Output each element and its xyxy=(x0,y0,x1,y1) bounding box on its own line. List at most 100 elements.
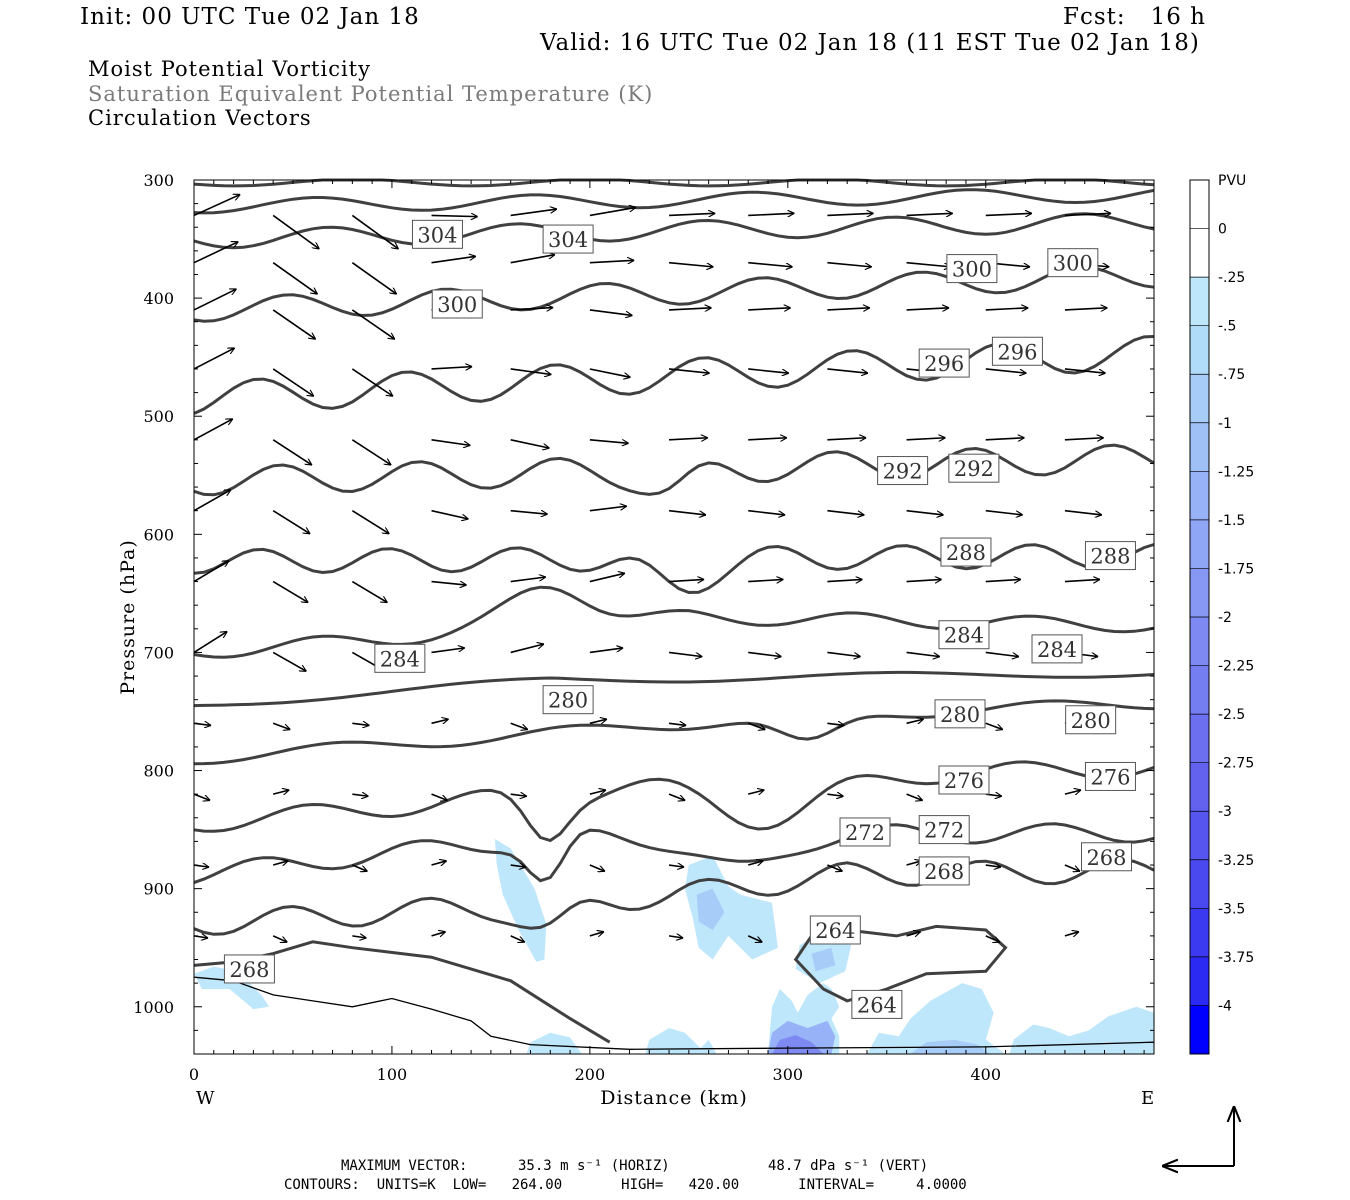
colorbar-bin xyxy=(1190,422,1209,472)
contour-label: 264 xyxy=(857,993,897,1017)
vector-arrow xyxy=(510,509,548,514)
vector-arrow xyxy=(1064,368,1106,373)
contour-label-box xyxy=(938,765,990,795)
terrain-line xyxy=(193,976,1155,1050)
colorbar-bin xyxy=(1190,374,1209,424)
contour-label: 268 xyxy=(229,958,269,982)
pv-region xyxy=(645,1028,717,1054)
vector-arrow xyxy=(827,368,868,373)
contour-labels: 304 304 300 300 300 296 296 292 292 288 288 284 284 2… xyxy=(223,219,1136,1019)
vector-arrow xyxy=(351,309,395,339)
contour-label-box xyxy=(918,815,970,845)
x-tick-label: 100 xyxy=(377,1065,408,1084)
vector-arrow xyxy=(827,509,864,515)
vector-arrow xyxy=(669,438,708,440)
vector-arrow xyxy=(193,559,229,583)
pv-region xyxy=(684,855,778,960)
theta-es-contour xyxy=(193,212,1155,250)
contour-label: 284 xyxy=(1037,638,1077,662)
vector-arrow xyxy=(351,439,391,465)
theta-es-contour xyxy=(193,670,1155,708)
contour-label-box xyxy=(1080,842,1132,872)
vector-arrow xyxy=(431,861,447,865)
vector-arrow xyxy=(431,509,469,519)
vector-arrow xyxy=(193,194,240,217)
colorbar-tick-label: -4 xyxy=(1218,998,1232,1014)
contour-label: 280 xyxy=(940,703,980,727)
vector-arrow xyxy=(668,651,702,656)
vector-arrow xyxy=(827,651,860,656)
contour-label: 300 xyxy=(1053,252,1093,276)
y-axis-label: Pressure (hPa) xyxy=(117,539,139,695)
vector-arrow xyxy=(906,793,923,800)
contour-label-box xyxy=(938,620,990,650)
axis-ticks: 300 400 500 600 700 800 900 1000 0 100 200 300 400 xyxy=(133,171,1154,1084)
vector-arrow xyxy=(748,308,791,310)
vector-arrow xyxy=(510,722,528,729)
vector-arrow xyxy=(352,864,367,871)
vector-arrow xyxy=(827,794,843,796)
vector-arrow xyxy=(589,573,625,583)
contour-label-box xyxy=(1047,248,1099,278)
theta-es-contour xyxy=(193,188,1155,215)
contour-label: 268 xyxy=(924,860,964,884)
vector-arrow xyxy=(747,722,765,729)
vector-arrow xyxy=(431,215,478,216)
vector-arrow xyxy=(985,308,1029,310)
theta-es-contour xyxy=(193,443,1155,497)
x-tick-label: 0 xyxy=(189,1065,199,1084)
vector-arrow xyxy=(351,262,396,295)
vector-arrow xyxy=(510,209,557,217)
vector-arrow xyxy=(272,439,312,465)
vector-arrow xyxy=(510,794,527,796)
colorbar-tick-label: -2.25 xyxy=(1218,659,1254,675)
vector-arrow xyxy=(669,579,704,581)
x-tick-label: 400 xyxy=(970,1065,1001,1084)
colorbar-bin xyxy=(1190,471,1209,521)
vector-arrow xyxy=(1064,213,1111,215)
vector-arrow xyxy=(589,932,604,936)
vector-arrow xyxy=(827,308,870,310)
x-axis-label: Distance (km) xyxy=(600,1087,748,1109)
vector-arrow xyxy=(193,489,231,512)
vector-arrow xyxy=(827,213,873,215)
colorbar-bin xyxy=(1190,228,1209,278)
vector-arrow xyxy=(906,932,921,936)
vector-arrow xyxy=(748,261,792,267)
vector-arrow xyxy=(748,861,763,865)
vector-arrow xyxy=(272,214,319,249)
contour-label: 292 xyxy=(954,457,994,481)
vector-arrow xyxy=(510,865,526,867)
pv-region xyxy=(772,1035,824,1054)
y-tick-label: 400 xyxy=(143,289,174,308)
x-tick-label: 200 xyxy=(575,1065,606,1084)
vector-arrow xyxy=(510,368,552,375)
contour-label-box xyxy=(411,219,463,249)
vector-arrow xyxy=(748,790,764,794)
contour-label: 280 xyxy=(548,689,588,713)
vector-arrow xyxy=(431,580,467,585)
contour-label: 296 xyxy=(924,352,964,376)
vector-arrow xyxy=(589,439,629,443)
vector-arrow xyxy=(352,723,369,725)
vector-arrow xyxy=(668,368,710,373)
contour-label: 300 xyxy=(952,258,992,282)
vector-arrow xyxy=(352,794,368,796)
pv-region xyxy=(696,888,725,930)
vector-arrow xyxy=(589,790,606,794)
pv-region xyxy=(494,839,547,962)
vector-arrow xyxy=(272,368,314,396)
contour-label: 276 xyxy=(944,769,984,793)
vector-arrow xyxy=(906,579,942,581)
plot-frame xyxy=(193,179,1155,1055)
vector-arrow xyxy=(431,648,465,654)
vector-arrow xyxy=(985,722,1003,729)
circulation-vectors xyxy=(193,194,1111,942)
vector-arrow xyxy=(906,651,940,656)
x-tick-label: 300 xyxy=(773,1065,804,1084)
theta-es-contour xyxy=(193,699,1155,766)
colorbar-tick-label: -.75 xyxy=(1218,367,1245,383)
vector-arrow xyxy=(510,439,550,448)
vector-arrow xyxy=(431,793,448,800)
